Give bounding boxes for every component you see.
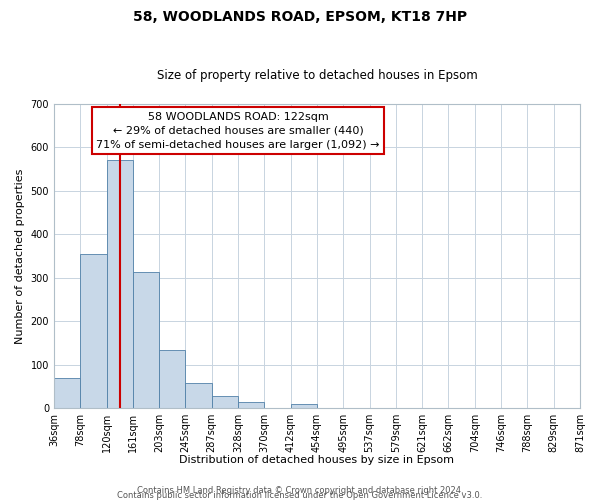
Bar: [133, 272, 159, 408]
X-axis label: Distribution of detached houses by size in Epsom: Distribution of detached houses by size …: [179, 455, 454, 465]
Bar: [212, 396, 238, 408]
Bar: [54, 378, 80, 408]
Bar: [185, 383, 212, 408]
Bar: [159, 350, 185, 408]
Text: Contains HM Land Registry data © Crown copyright and database right 2024.: Contains HM Land Registry data © Crown c…: [137, 486, 463, 495]
Bar: [80, 254, 107, 408]
Bar: [238, 402, 265, 408]
Text: 58, WOODLANDS ROAD, EPSOM, KT18 7HP: 58, WOODLANDS ROAD, EPSOM, KT18 7HP: [133, 10, 467, 24]
Bar: [107, 160, 133, 408]
Text: 58 WOODLANDS ROAD: 122sqm
← 29% of detached houses are smaller (440)
71% of semi: 58 WOODLANDS ROAD: 122sqm ← 29% of detac…: [96, 112, 380, 150]
Title: Size of property relative to detached houses in Epsom: Size of property relative to detached ho…: [157, 69, 478, 82]
Y-axis label: Number of detached properties: Number of detached properties: [15, 168, 25, 344]
Text: Contains public sector information licensed under the Open Government Licence v3: Contains public sector information licen…: [118, 491, 482, 500]
Bar: [290, 404, 317, 408]
